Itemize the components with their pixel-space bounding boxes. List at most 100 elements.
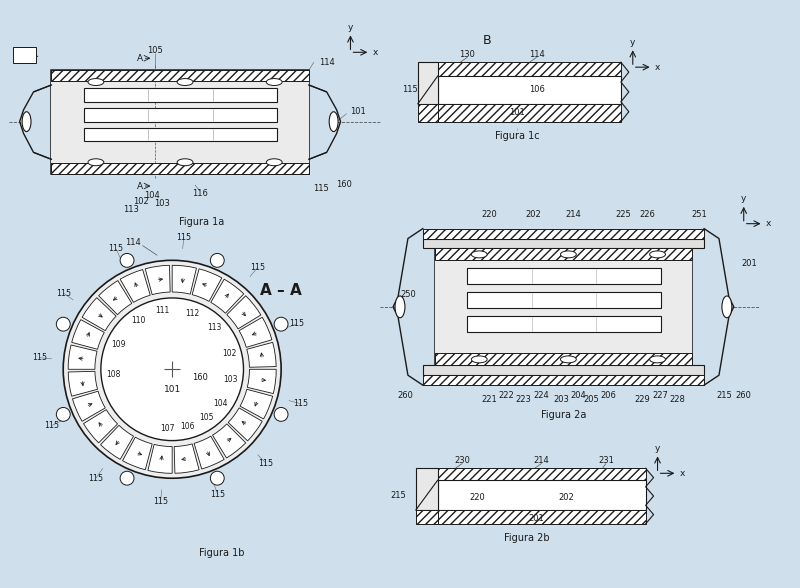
Text: 101: 101: [163, 385, 181, 393]
Text: 115: 115: [89, 473, 104, 483]
Text: 115: 115: [290, 319, 305, 328]
Bar: [84, 108, 277, 122]
Wedge shape: [247, 342, 276, 368]
Text: 101: 101: [350, 107, 366, 116]
Circle shape: [56, 407, 70, 422]
Text: Figura 1a: Figura 1a: [179, 217, 225, 227]
Bar: [51, 70, 309, 174]
Ellipse shape: [88, 79, 104, 85]
Bar: [438, 104, 621, 122]
Ellipse shape: [650, 356, 666, 363]
Text: 115: 115: [153, 497, 168, 506]
Text: 115: 115: [176, 232, 191, 242]
Ellipse shape: [22, 112, 31, 132]
Text: Figura 1c: Figura 1c: [494, 131, 539, 141]
Text: 112: 112: [186, 309, 200, 318]
Text: 250: 250: [400, 290, 416, 299]
Text: 222: 222: [498, 390, 514, 399]
Text: 206: 206: [600, 390, 616, 399]
Text: 108: 108: [106, 370, 120, 379]
Ellipse shape: [266, 79, 282, 85]
Text: 102: 102: [222, 349, 237, 359]
Wedge shape: [194, 436, 224, 469]
Circle shape: [274, 407, 288, 422]
Text: 201: 201: [742, 259, 758, 268]
Text: 202: 202: [526, 211, 542, 219]
Bar: [84, 128, 277, 142]
Wedge shape: [68, 345, 97, 369]
Text: 214: 214: [534, 456, 550, 465]
Bar: [416, 510, 438, 524]
Bar: [418, 62, 438, 104]
Text: 102: 102: [133, 198, 148, 206]
Text: A – A: A – A: [260, 283, 302, 298]
Circle shape: [101, 298, 243, 440]
Bar: [434, 353, 692, 365]
Text: 204: 204: [570, 390, 586, 399]
Wedge shape: [247, 369, 276, 393]
Text: 202: 202: [558, 493, 574, 502]
Wedge shape: [72, 320, 104, 349]
Wedge shape: [228, 408, 262, 441]
Text: 103: 103: [154, 199, 170, 208]
Text: 101: 101: [509, 108, 525, 117]
Bar: [422, 375, 704, 385]
Text: 115: 115: [313, 183, 329, 192]
Ellipse shape: [471, 356, 487, 363]
Text: 160: 160: [336, 179, 351, 189]
Text: 115: 115: [32, 353, 47, 362]
Wedge shape: [240, 389, 273, 419]
Text: 106: 106: [180, 422, 195, 431]
Text: Figura 2b: Figura 2b: [504, 533, 550, 543]
Text: 228: 228: [670, 396, 686, 405]
Wedge shape: [239, 318, 272, 348]
Text: 115: 115: [109, 245, 124, 253]
Bar: [434, 249, 692, 260]
Bar: [51, 70, 309, 81]
Text: y: y: [741, 195, 746, 203]
Text: 113: 113: [122, 205, 138, 214]
Text: 227: 227: [653, 390, 669, 399]
Bar: [438, 510, 646, 524]
Text: B: B: [483, 34, 491, 47]
Ellipse shape: [329, 112, 338, 132]
Wedge shape: [148, 445, 172, 473]
Text: 224: 224: [534, 390, 550, 399]
Text: 104: 104: [214, 399, 228, 408]
Wedge shape: [98, 280, 132, 315]
Wedge shape: [192, 269, 222, 302]
Text: 220: 220: [470, 493, 485, 502]
Wedge shape: [146, 265, 170, 295]
Text: B: B: [22, 51, 28, 61]
Bar: [51, 81, 309, 163]
Wedge shape: [83, 410, 118, 443]
Bar: [418, 104, 438, 122]
Text: 130: 130: [459, 50, 475, 59]
Bar: [438, 480, 646, 510]
Wedge shape: [82, 298, 116, 330]
Text: 260: 260: [736, 390, 752, 399]
Wedge shape: [172, 265, 197, 294]
Text: 223: 223: [516, 396, 532, 405]
Circle shape: [120, 471, 134, 485]
Text: x: x: [766, 219, 771, 228]
Text: Figura 1b: Figura 1b: [199, 547, 245, 557]
Text: 113: 113: [207, 323, 222, 332]
Text: A: A: [138, 182, 143, 191]
Text: 160: 160: [192, 373, 208, 382]
Wedge shape: [101, 425, 134, 459]
Text: 220: 220: [482, 211, 497, 219]
Text: 230: 230: [454, 456, 470, 465]
Text: y: y: [630, 38, 635, 47]
Text: 214: 214: [566, 211, 582, 219]
Text: 105: 105: [199, 413, 214, 422]
Text: Figura 2a: Figura 2a: [541, 410, 586, 420]
Text: 229: 229: [635, 396, 650, 405]
Text: 115: 115: [56, 289, 71, 298]
Text: 115: 115: [258, 459, 274, 467]
Ellipse shape: [177, 79, 193, 85]
Text: 105: 105: [147, 46, 163, 55]
Ellipse shape: [395, 296, 405, 318]
Bar: [422, 239, 704, 249]
Wedge shape: [120, 269, 150, 302]
